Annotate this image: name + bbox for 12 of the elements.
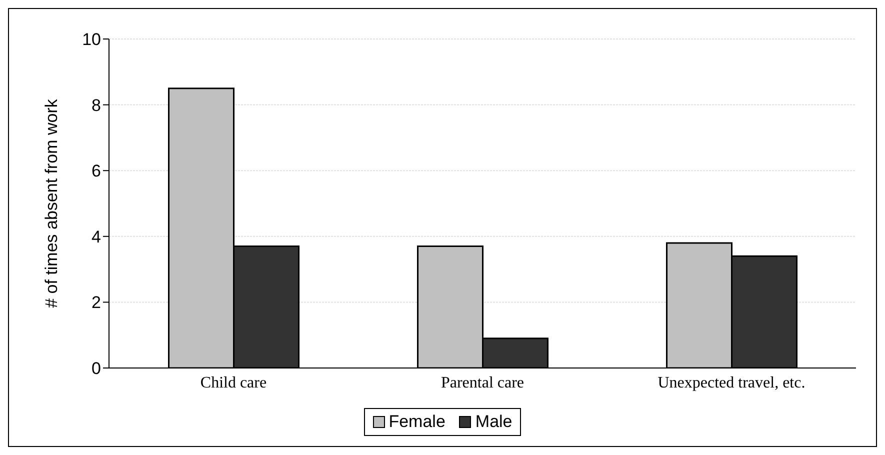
x-tick-label: Unexpected travel, etc. (658, 374, 806, 392)
y-tick-label: 0 (92, 359, 101, 378)
legend-label: Male (474, 412, 512, 432)
legend-label: Female (388, 412, 446, 432)
y-tick-label: 10 (82, 30, 101, 50)
y-tick-label: 6 (92, 162, 101, 181)
y-axis-title: # of times absent from work (42, 98, 62, 308)
y-tick-label: 4 (92, 227, 101, 246)
y-tick-label: 2 (92, 293, 101, 312)
x-tick-label: Child care (200, 374, 267, 392)
y-tick-label: 8 (92, 96, 101, 115)
x-tick-label: Parental care (440, 374, 524, 392)
